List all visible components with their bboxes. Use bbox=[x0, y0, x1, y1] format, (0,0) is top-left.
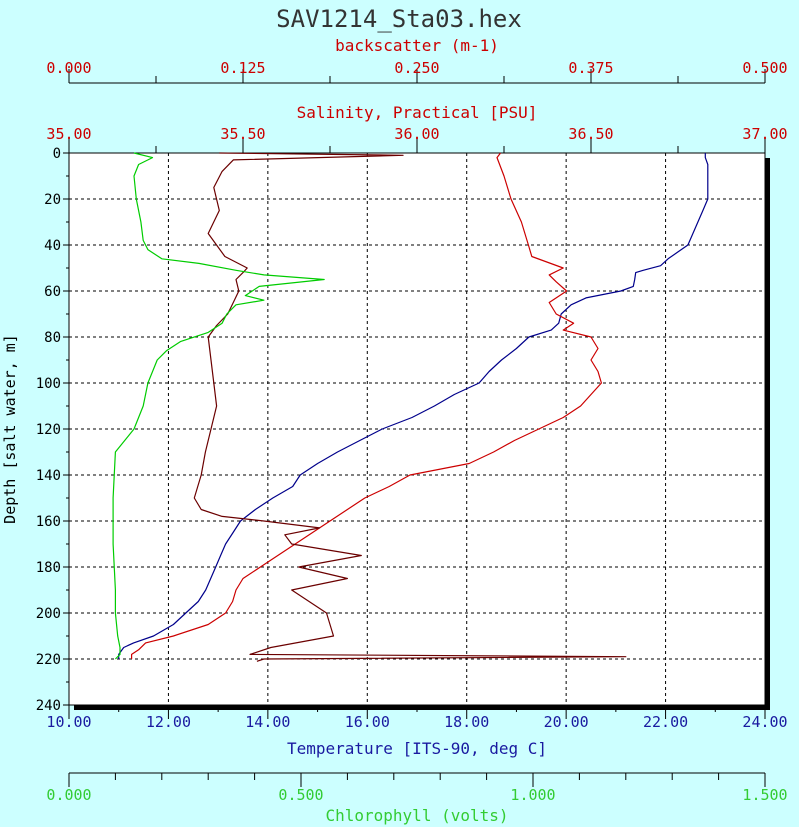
y-tick-label: 40 bbox=[44, 238, 61, 254]
salinity-axis-tick-label: 36.50 bbox=[568, 125, 613, 143]
backscatter-series-line bbox=[193, 152, 627, 662]
salinity-axis-tick-label: 35.00 bbox=[46, 125, 91, 143]
temperature-axis-tick-label: 22.00 bbox=[643, 713, 688, 731]
chlorophyll-axis-tick-label: 1.500 bbox=[742, 786, 787, 804]
salinity-axis-tick-label: 35.50 bbox=[220, 125, 265, 143]
temperature-axis-tick-label: 16.00 bbox=[345, 713, 390, 731]
y-tick-label: 0 bbox=[53, 146, 61, 162]
y-tick-label: 160 bbox=[36, 514, 61, 530]
y-tick-label: 20 bbox=[44, 192, 61, 208]
temperature-axis-tick-label: 12.00 bbox=[146, 713, 191, 731]
salinity-axis-title: Salinity, Practical [PSU] bbox=[297, 103, 538, 122]
chlorophyll-axis-tick-label: 0.000 bbox=[46, 786, 91, 804]
temperature-axis-tick-label: 18.00 bbox=[444, 713, 489, 731]
chlorophyll-axis-tick-label: 0.500 bbox=[278, 786, 323, 804]
axes: 0 20 40 60 80 100 120 140 160 180 200 220 240 Depth [… bbox=[1, 36, 788, 825]
y-tick-label: 220 bbox=[36, 652, 61, 668]
backscatter-axis-tick-label: 0.375 bbox=[568, 59, 613, 77]
y-tick-label: 240 bbox=[36, 698, 61, 714]
temperature-axis-tick-label: 10.00 bbox=[46, 713, 91, 731]
temperature-axis-tick-label: 20.00 bbox=[544, 713, 589, 731]
temperature-series-line bbox=[118, 153, 709, 659]
chlorophyll-axis-tick-label: 1.000 bbox=[510, 786, 555, 804]
y-tick-label: 140 bbox=[36, 468, 61, 484]
y-tick-label: 100 bbox=[36, 376, 61, 392]
backscatter-axis-tick-label: 0.250 bbox=[394, 59, 439, 77]
temperature-axis-title: Temperature [ITS-90, deg C] bbox=[287, 739, 547, 758]
salinity-axis-tick-label: 36.00 bbox=[394, 125, 439, 143]
data-series bbox=[112, 152, 709, 662]
salinity-axis-tick-label: 37.00 bbox=[742, 125, 787, 143]
y-tick-label: 60 bbox=[44, 284, 61, 300]
chlorophyll-axis-title: Chlorophyll (volts) bbox=[325, 806, 508, 825]
backscatter-axis-tick-label: 0.000 bbox=[46, 59, 91, 77]
temperature-axis-tick-label: 14.00 bbox=[245, 713, 290, 731]
chart-title: SAV1214_Sta03.hex bbox=[276, 5, 522, 33]
backscatter-axis-tick-label: 0.500 bbox=[742, 59, 787, 77]
salinity-series-line bbox=[131, 152, 603, 659]
y-tick-label: 120 bbox=[36, 422, 61, 438]
y-tick-label: 200 bbox=[36, 606, 61, 622]
chlorophyll-series-line bbox=[112, 152, 325, 660]
y-axis-label: Depth [salt water, m] bbox=[1, 334, 19, 524]
y-tick-label: 80 bbox=[44, 330, 61, 346]
temperature-axis-tick-label: 24.00 bbox=[742, 713, 787, 731]
backscatter-axis-tick-label: 0.125 bbox=[220, 59, 265, 77]
y-tick-label: 180 bbox=[36, 560, 61, 576]
backscatter-axis-title: backscatter (m-1) bbox=[335, 36, 499, 55]
